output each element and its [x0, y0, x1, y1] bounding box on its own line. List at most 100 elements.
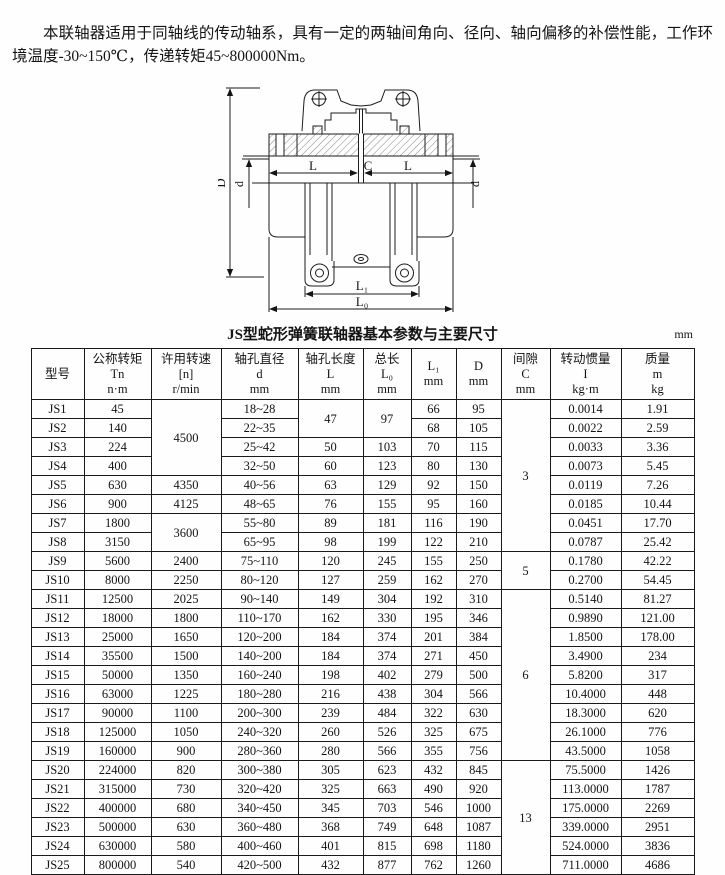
dim-label-L-left: L	[309, 158, 317, 173]
value-cell: 4686	[620, 855, 695, 875]
column-header: 轴孔直径 d mm	[220, 348, 299, 400]
table-row: JS5 630 4350 40~56 63 129 92 150 0.0119 7.26	[30, 475, 695, 495]
value-cell: 120~200	[220, 627, 299, 647]
model-cell: JS23	[30, 817, 85, 837]
value-cell: 4350	[150, 475, 222, 495]
value-cell: 3836	[620, 836, 695, 856]
dim-label-C: C	[363, 158, 372, 173]
table-row: JS3 224 25~42 50 103 70 115 0.0033 3.36	[30, 437, 695, 457]
value-cell: 97	[362, 399, 412, 438]
value-cell: 116	[410, 513, 457, 533]
value-cell: 540	[150, 855, 222, 875]
value-cell: 730	[150, 779, 222, 799]
value-cell: 234	[620, 646, 695, 666]
model-cell: JS11	[30, 589, 85, 609]
value-cell: 184	[297, 627, 364, 647]
value-cell: 127	[297, 570, 364, 590]
value-cell: 25.42	[620, 532, 695, 552]
value-cell: 0.0033	[549, 437, 622, 457]
value-cell: 680	[150, 798, 222, 818]
value-cell: 1800	[150, 608, 222, 628]
value-cell: 346	[455, 608, 502, 628]
spring-cover	[324, 108, 397, 131]
model-cell: JS8	[30, 532, 85, 552]
value-cell: 5	[500, 551, 551, 590]
value-cell: 355	[410, 741, 457, 761]
value-cell: 1.91	[620, 399, 695, 419]
value-cell: 123	[362, 456, 412, 476]
center-hole	[353, 254, 368, 264]
value-cell: 280~360	[220, 741, 299, 761]
value-cell: 490	[410, 779, 457, 799]
value-cell: 845	[455, 760, 502, 780]
value-cell: 620	[620, 703, 695, 723]
value-cell: 175.0000	[549, 798, 622, 818]
value-cell: 1058	[620, 741, 695, 761]
value-cell: 524.0000	[549, 836, 622, 856]
value-cell: 400000	[83, 798, 152, 818]
value-cell: 1800	[83, 513, 152, 533]
value-cell: 270	[455, 570, 502, 590]
column-header: L₁ mm	[410, 348, 457, 400]
value-cell: 2250	[150, 570, 222, 590]
table-row: JS15 50000 1350 160~240 198 402 279 500 5.8200 31…	[30, 665, 695, 685]
value-cell: 1180	[455, 836, 502, 856]
value-cell: 305	[297, 760, 364, 780]
value-cell: 48~65	[220, 494, 299, 514]
table-row: JS12 18000 1800 110~170 162 330 195 346 0.9890 12…	[30, 608, 695, 628]
value-cell: 384	[455, 627, 502, 647]
model-cell: JS21	[30, 779, 85, 799]
value-cell: 5.8200	[549, 665, 622, 685]
value-cell: 0.0073	[549, 456, 622, 476]
value-cell: 0.0451	[549, 513, 622, 533]
value-cell: 5.45	[620, 456, 695, 476]
value-cell: 0.1780	[549, 551, 622, 571]
dim-label-d-right: d	[468, 181, 482, 187]
value-cell: 2.59	[620, 418, 695, 438]
lug-right	[389, 261, 419, 287]
value-cell: 75~110	[220, 551, 299, 571]
value-cell: 50	[297, 437, 364, 457]
value-cell: 546	[410, 798, 457, 818]
model-cell: JS3	[30, 437, 85, 457]
model-cell: JS15	[30, 665, 85, 685]
value-cell: 32~50	[220, 456, 299, 476]
column-header: 许用转速 [n] r/min	[150, 348, 222, 400]
value-cell: 368	[297, 817, 364, 837]
value-cell: 345	[297, 798, 364, 818]
value-cell: 500	[455, 665, 502, 685]
value-cell: 1500	[150, 646, 222, 666]
model-cell: JS24	[30, 836, 85, 856]
model-cell: JS2	[30, 418, 85, 438]
value-cell: 178.00	[620, 627, 695, 647]
value-cell: 5600	[83, 551, 152, 571]
value-cell: 1050	[150, 722, 222, 742]
value-cell: 200~300	[220, 703, 299, 723]
value-cell: 43.5000	[549, 741, 622, 761]
value-cell: 162	[297, 608, 364, 628]
value-cell: 76	[297, 494, 364, 514]
table-row: JS9 5600 2400 75~110 120 245 155 250 5 0.1780 42.2…	[30, 551, 695, 590]
table-row: JS13 25000 1650 120~200 184 374 201 384 1.8500 17…	[30, 627, 695, 647]
table-row: JS11 12500 2025 90~140 149 304 192 310 6 0.5140 81…	[30, 589, 695, 761]
table-row: JS6 900 4125 48~65 76 155 95 160 0.0185 10.44	[30, 494, 695, 514]
value-cell: 320~420	[220, 779, 299, 799]
value-cell: 155	[410, 551, 457, 571]
value-cell: 103	[362, 437, 412, 457]
value-cell: 1.8500	[549, 627, 622, 647]
value-cell: 420~500	[220, 855, 299, 875]
value-cell: 8000	[83, 570, 152, 590]
value-cell: 17.70	[620, 513, 695, 533]
table-row: JS23 500000 630 360~480 368 749 648 1087 339.000…	[30, 817, 695, 837]
value-cell: 2400	[150, 551, 222, 571]
value-cell: 18~28	[220, 399, 299, 419]
model-cell: JS12	[30, 608, 85, 628]
table-unit-label: mm	[674, 327, 693, 341]
value-cell: 13	[500, 760, 551, 875]
coupling-diagram: D d d L C L L₁ L₀	[218, 87, 482, 313]
value-cell: 4500	[150, 399, 222, 476]
